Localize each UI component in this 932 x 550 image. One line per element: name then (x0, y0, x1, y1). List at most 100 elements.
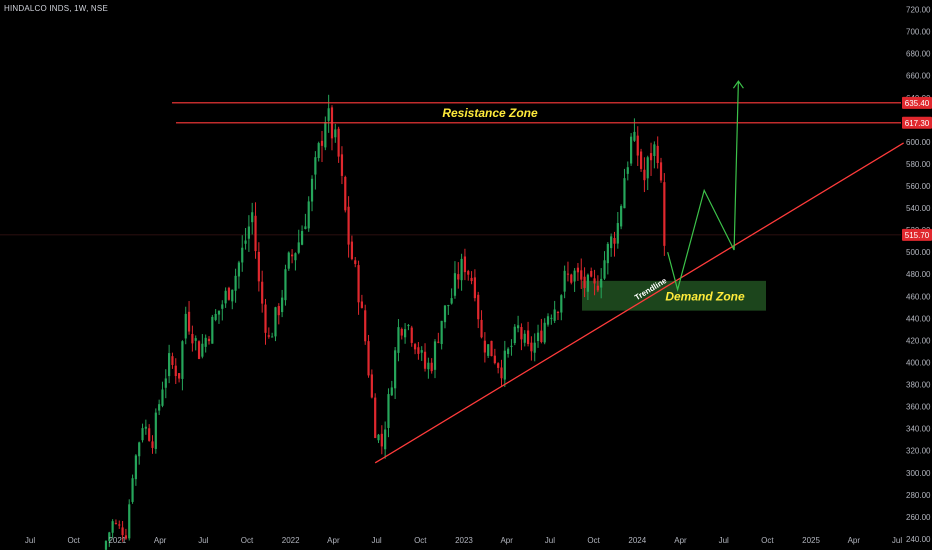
y-tick-label: 580.00 (906, 160, 931, 169)
candle-body (447, 305, 450, 307)
candle-body (144, 426, 147, 429)
candle-body (227, 287, 231, 300)
candle-body (397, 327, 400, 353)
candle-body (104, 540, 108, 550)
candle-body (566, 273, 570, 275)
x-tick-label: Apr (848, 536, 861, 545)
candle-body (540, 330, 543, 343)
y-tick-label: 360.00 (906, 403, 931, 412)
candle-body (118, 524, 121, 526)
candle-body (417, 347, 420, 354)
candle-body (221, 304, 224, 309)
candle-body (576, 267, 580, 273)
candle-body (141, 428, 144, 441)
candle-body (234, 275, 237, 291)
candle-body (573, 270, 576, 282)
candle-body (360, 301, 363, 308)
candle-body (380, 433, 383, 447)
candle-body (570, 274, 573, 283)
candle-body (254, 215, 257, 252)
candle-body (423, 351, 427, 369)
candle-body (530, 342, 533, 352)
candle-body (297, 242, 300, 253)
y-tick-label: 440.00 (906, 314, 931, 323)
candle-body (134, 455, 137, 480)
candle-body (483, 340, 486, 353)
candle-body (217, 310, 221, 315)
candle-body (121, 527, 124, 536)
candle-body (613, 238, 616, 244)
y-tick-label: 660.00 (906, 72, 931, 81)
y-tick-label: 280.00 (906, 491, 931, 500)
candle-body (560, 295, 563, 313)
candle-body (600, 278, 603, 288)
projection-path (667, 81, 739, 293)
candle-body (164, 378, 167, 388)
candle-body (636, 135, 639, 156)
x-tick-label: Jul (198, 536, 208, 545)
candle-body (284, 269, 287, 301)
candle-body (191, 333, 194, 344)
x-tick-label: 2022 (282, 536, 300, 545)
demand-zone-label: Demand Zone (665, 289, 745, 303)
y-tick-label: 500.00 (906, 248, 931, 257)
candle-body (503, 350, 506, 380)
candle-body (603, 260, 606, 279)
candle-body (467, 271, 470, 275)
candle-body (281, 297, 284, 313)
candle-body (413, 344, 417, 350)
candle-body (653, 144, 656, 157)
candle-body (590, 271, 593, 277)
x-tick-label: Oct (761, 536, 774, 545)
resistance-zone-label: Resistance Zone (442, 106, 538, 120)
candle-body (357, 265, 360, 303)
candle-body (177, 373, 181, 379)
candle-body (320, 140, 324, 146)
candle-body (307, 201, 310, 229)
candle-body (340, 154, 344, 176)
x-tick-label: 2025 (802, 536, 820, 545)
candle-body (384, 429, 387, 450)
candle-body (174, 365, 177, 377)
candle-body (633, 131, 636, 141)
candle-body (347, 206, 350, 245)
candle-body (400, 328, 403, 336)
candle-body (304, 226, 307, 230)
candle-body (626, 167, 629, 174)
resistance-lower-price-tag (902, 116, 932, 129)
last-price-tag (902, 228, 932, 241)
x-tick-label: Jul (719, 536, 729, 545)
candle-body (314, 157, 317, 175)
x-tick-label: 2023 (455, 536, 473, 545)
x-tick-label: 2021 (108, 536, 126, 545)
candle-body (237, 262, 241, 277)
candle-body (310, 178, 314, 202)
candle-body (148, 428, 151, 441)
candle-body (277, 306, 280, 316)
candles (104, 94, 666, 550)
candle-body (247, 226, 250, 239)
candle-body (214, 313, 217, 320)
x-tick-label: 2024 (628, 536, 646, 545)
y-tick-label: 300.00 (906, 469, 931, 478)
candle-body (487, 344, 490, 356)
candle-body (287, 252, 290, 269)
candle-body (463, 256, 467, 273)
candle-body (138, 442, 141, 457)
candle-body (257, 251, 260, 282)
x-tick-label: Jul (25, 536, 35, 545)
candle-body (550, 317, 553, 319)
candle-body (251, 212, 254, 223)
x-tick-label: Oct (587, 536, 600, 545)
candle-body (616, 223, 619, 244)
candle-body (158, 404, 161, 411)
candle-body (523, 333, 526, 343)
candle-body (184, 313, 187, 339)
x-tick-label: Jul (371, 536, 381, 545)
y-tick-label: 680.00 (906, 50, 931, 59)
candle-body (663, 182, 666, 246)
candle-body (244, 240, 247, 244)
y-tick-label: 400.00 (906, 358, 931, 367)
